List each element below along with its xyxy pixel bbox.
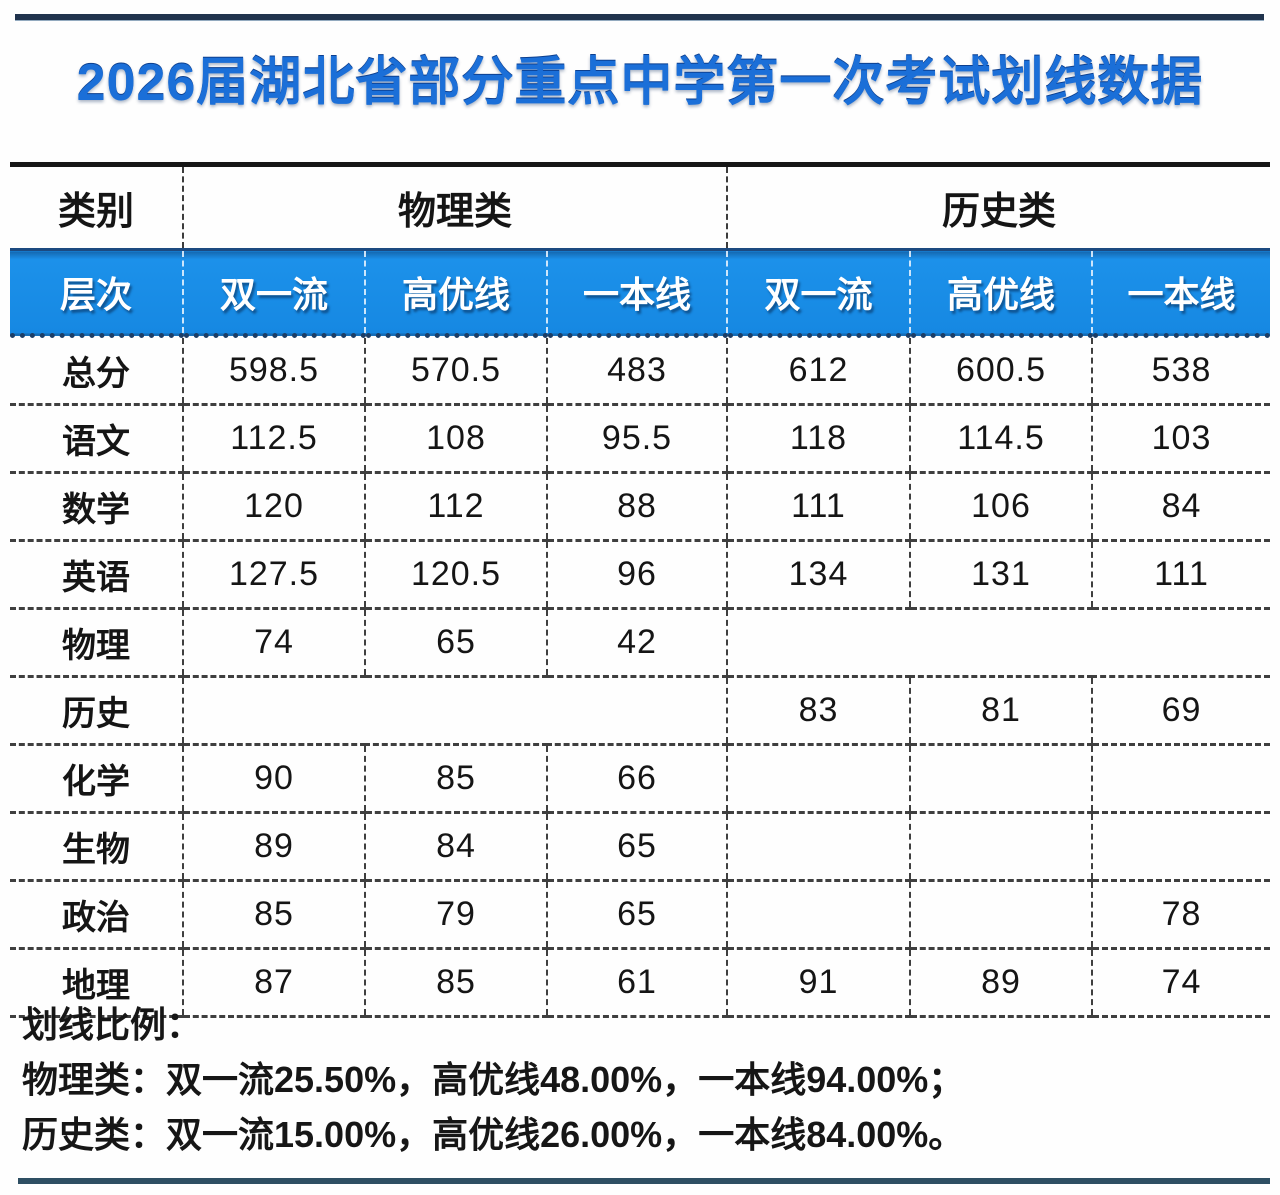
tier-col-header: 一本线 <box>1090 248 1271 338</box>
score-cell: 108 <box>364 404 547 474</box>
score-cutline-table: 类别 物理类 历史类 层次 双一流 高优线 一本线 双一流 高优线 一本线 总分… <box>10 162 1271 1018</box>
empty-cell <box>726 880 910 950</box>
score-cell: 95.5 <box>546 404 727 474</box>
score-cell: 114.5 <box>909 404 1092 474</box>
score-cell: 106 <box>909 472 1092 542</box>
score-cell: 600.5 <box>909 335 1092 406</box>
empty-cell <box>1090 744 1271 814</box>
row-label-biology: 生物 <box>10 812 183 882</box>
score-cell: 74 <box>182 608 365 678</box>
row-label-chinese: 语文 <box>10 404 183 474</box>
tier-header-row: 层次 双一流 高优线 一本线 双一流 高优线 一本线 <box>10 248 1271 338</box>
empty-cell <box>909 812 1092 882</box>
score-cell: 538 <box>1090 335 1271 406</box>
table-row-biology: 生物 89 84 65 <box>10 812 1271 882</box>
score-cell: 74 <box>1090 948 1271 1018</box>
score-cell: 85 <box>364 948 547 1018</box>
empty-cell <box>726 812 910 882</box>
score-cell: 85 <box>364 744 547 814</box>
empty-merged-cell <box>182 676 727 746</box>
score-cell: 598.5 <box>182 335 365 406</box>
table-row-english: 英语 127.5 120.5 96 134 131 111 <box>10 540 1271 610</box>
row-label-politics: 政治 <box>10 880 183 950</box>
score-cell: 103 <box>1090 404 1271 474</box>
score-cell: 612 <box>726 335 910 406</box>
row-label-math: 数学 <box>10 472 183 542</box>
page-title: 2026届湖北省部分重点中学第一次考试划线数据 <box>76 54 1204 112</box>
score-cell: 112 <box>364 472 547 542</box>
category-header-cell: 类别 <box>10 164 183 250</box>
score-cell: 134 <box>726 540 910 610</box>
score-cell: 79 <box>364 880 547 950</box>
empty-cell <box>1090 812 1271 882</box>
score-cell: 87 <box>182 948 365 1018</box>
score-cell: 120.5 <box>364 540 547 610</box>
physics-group-header: 物理类 <box>182 164 727 250</box>
table-row-politics: 政治 85 79 65 78 <box>10 880 1271 950</box>
score-cell: 42 <box>546 608 727 678</box>
row-label-geography: 地理 <box>10 948 183 1018</box>
score-cell: 84 <box>364 812 547 882</box>
tier-header-cell: 层次 <box>10 248 183 338</box>
row-label-history: 历史 <box>10 676 183 746</box>
tier-col-header: 双一流 <box>182 248 365 338</box>
notes-physics-line: 物理类：双一流25.50%，高优线48.00%，一本线94.00%； <box>22 1059 965 1100</box>
row-label-total: 总分 <box>10 335 183 406</box>
notes-history-line: 历史类：双一流15.00%，高优线26.00%，一本线84.00%。 <box>22 1114 965 1155</box>
score-cell: 85 <box>182 880 365 950</box>
notes-heading: 划线比例： <box>22 1004 203 1045</box>
score-cell: 89 <box>182 812 365 882</box>
row-label-english: 英语 <box>10 540 183 610</box>
score-cell: 111 <box>726 472 910 542</box>
score-cell: 118 <box>726 404 910 474</box>
top-divider-rule <box>15 14 1264 21</box>
score-cell: 66 <box>546 744 727 814</box>
score-cell: 570.5 <box>364 335 547 406</box>
score-cell: 120 <box>182 472 365 542</box>
score-cell: 131 <box>909 540 1092 610</box>
tier-col-header: 一本线 <box>546 248 727 338</box>
score-cell: 81 <box>909 676 1092 746</box>
score-cell: 61 <box>546 948 727 1018</box>
score-cell: 83 <box>726 676 910 746</box>
score-cell: 78 <box>1090 880 1271 950</box>
score-cell: 65 <box>546 812 727 882</box>
table-row-history: 历史 83 81 69 <box>10 676 1271 746</box>
group-header-row: 类别 物理类 历史类 <box>10 164 1271 250</box>
score-cell: 65 <box>546 880 727 950</box>
score-cell: 483 <box>546 335 727 406</box>
score-cell: 127.5 <box>182 540 365 610</box>
tier-col-header: 双一流 <box>726 248 910 338</box>
history-group-header: 历史类 <box>725 164 1271 250</box>
table-row-chinese: 语文 112.5 108 95.5 118 114.5 103 <box>10 404 1271 474</box>
tier-col-header: 高优线 <box>909 248 1092 338</box>
score-cell: 90 <box>182 744 365 814</box>
table-row-physics: 物理 74 65 42 <box>10 608 1271 678</box>
score-cell: 111 <box>1090 540 1271 610</box>
score-cell: 84 <box>1090 472 1271 542</box>
empty-cell <box>726 744 910 814</box>
empty-cell <box>909 744 1092 814</box>
score-cell: 96 <box>546 540 727 610</box>
row-label-chemistry: 化学 <box>10 744 183 814</box>
empty-merged-cell <box>725 608 1271 678</box>
table-row-chemistry: 化学 90 85 66 <box>10 744 1271 814</box>
score-cell: 69 <box>1090 676 1271 746</box>
bottom-divider-rule <box>18 1178 1270 1184</box>
score-cell: 65 <box>364 608 547 678</box>
empty-cell <box>909 880 1092 950</box>
row-label-physics: 物理 <box>10 608 183 678</box>
table-row-total: 总分 598.5 570.5 483 612 600.5 538 <box>10 335 1271 406</box>
score-cell: 89 <box>909 948 1092 1018</box>
table-row-geography: 地理 87 85 61 91 89 74 <box>10 948 1271 1018</box>
table-row-math: 数学 120 112 88 111 106 84 <box>10 472 1271 542</box>
tier-col-header: 高优线 <box>364 248 547 338</box>
score-cell: 91 <box>726 948 910 1018</box>
cutline-ratio-notes: 划线比例： 物理类：双一流25.50%，高优线48.00%，一本线94.00%；… <box>22 1004 1252 1169</box>
score-cell: 88 <box>546 472 727 542</box>
score-cell: 112.5 <box>182 404 365 474</box>
